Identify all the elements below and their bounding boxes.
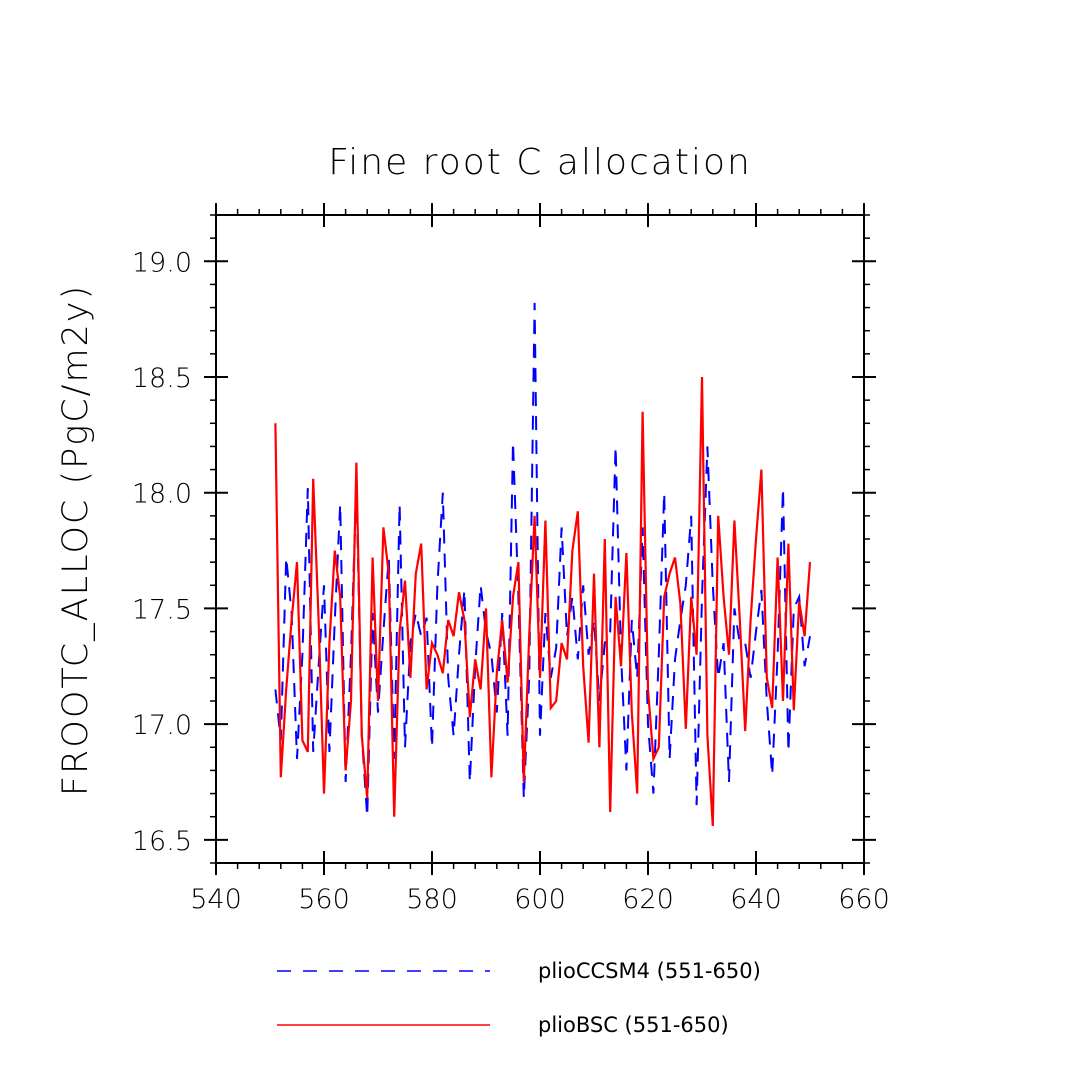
legend-label-ccsm4: plioCCSM4 (551-650)	[538, 959, 761, 983]
series-line-pliobsc	[274, 376, 812, 827]
legend: plioCCSM4 (551-650) plioBSC (551-650)	[277, 959, 761, 1037]
x-tick-label: 540	[190, 884, 242, 915]
minor-ticks	[210, 209, 870, 869]
x-tick-labels: 540 560 580 600 620 640 660	[190, 884, 890, 915]
x-tick-label: 660	[838, 884, 890, 915]
x-tick-label: 560	[298, 884, 350, 915]
legend-label-bsc: plioBSC (551-650)	[538, 1013, 729, 1037]
y-tick-labels: 16.5 17.0 17.5 18.0 18.5 19.0	[132, 247, 192, 857]
y-tick-label: 17.5	[132, 594, 192, 625]
chart-title: Fine root C allocation	[328, 142, 752, 183]
y-tick-label: 16.5	[132, 826, 192, 857]
series-group	[274, 302, 812, 827]
x-tick-label: 620	[622, 884, 674, 915]
plot-area: 540 560 580 600 620 640 660 16.5 17.0 17.5 18.0 18…	[132, 203, 890, 915]
x-tick-label: 600	[514, 884, 566, 915]
y-tick-label: 18.0	[132, 479, 192, 510]
y-axis-label: FROOTC_ALLOC (PgC/m2y)	[56, 284, 96, 796]
major-ticks	[204, 203, 876, 875]
y-tick-label: 17.0	[132, 710, 192, 741]
y-tick-label: 18.5	[132, 363, 192, 394]
x-tick-label: 640	[730, 884, 782, 915]
y-tick-label: 19.0	[132, 247, 192, 278]
x-tick-label: 580	[406, 884, 458, 915]
